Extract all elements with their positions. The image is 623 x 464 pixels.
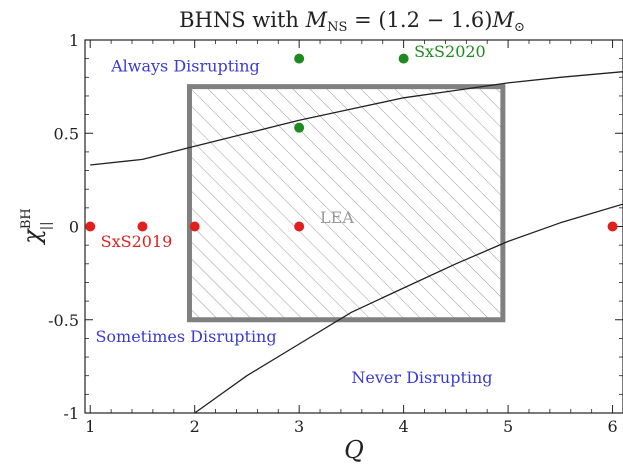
annotation-sxs2019: SxS2019 [101, 232, 173, 251]
annotation-sometimes-disrupting: Sometimes Disrupting [95, 327, 276, 346]
annotation-sxs2020: SxS2020 [414, 42, 486, 61]
sxs2019-point [189, 221, 200, 232]
x-tick-label: 1 [85, 417, 95, 436]
chart-title: BHNS with MNS = (1.2 − 1.6)M⊙ [179, 8, 525, 35]
sxs2020-point [294, 122, 305, 133]
sxs2019-point [85, 221, 96, 232]
y-tick-label: 0 [69, 218, 79, 237]
sxs2019-point [607, 221, 618, 232]
sxs2020-point [398, 53, 409, 64]
annotation-lea: LEA [320, 208, 354, 227]
annotation-always-disrupting: Always Disrupting [110, 57, 260, 76]
annotation-never-disrupting: Never Disrupting [351, 368, 492, 387]
x-tick-label: 4 [399, 417, 409, 436]
x-tick-label: 6 [607, 417, 617, 436]
sxs2019-point [294, 221, 305, 232]
y-tick-label: 1 [69, 31, 79, 50]
x-axis-label: Q [344, 436, 364, 464]
y-tick-label: -0.5 [48, 311, 79, 330]
lea-region [186, 84, 506, 323]
y-tick-label: -1 [63, 404, 79, 423]
svg-text:χBH||: χBH || [18, 208, 54, 245]
x-tick-label: 5 [503, 417, 513, 436]
y-axis-label: χBH || [18, 208, 54, 245]
sxs2019-point [137, 221, 148, 232]
x-tick-label: 2 [190, 417, 200, 436]
upper-boundary-curve [90, 71, 623, 166]
sxs2020-point [294, 53, 305, 64]
lower-boundary-curve [194, 203, 623, 413]
y-tick-label: 0.5 [54, 124, 79, 143]
x-tick-label: 3 [294, 417, 304, 436]
